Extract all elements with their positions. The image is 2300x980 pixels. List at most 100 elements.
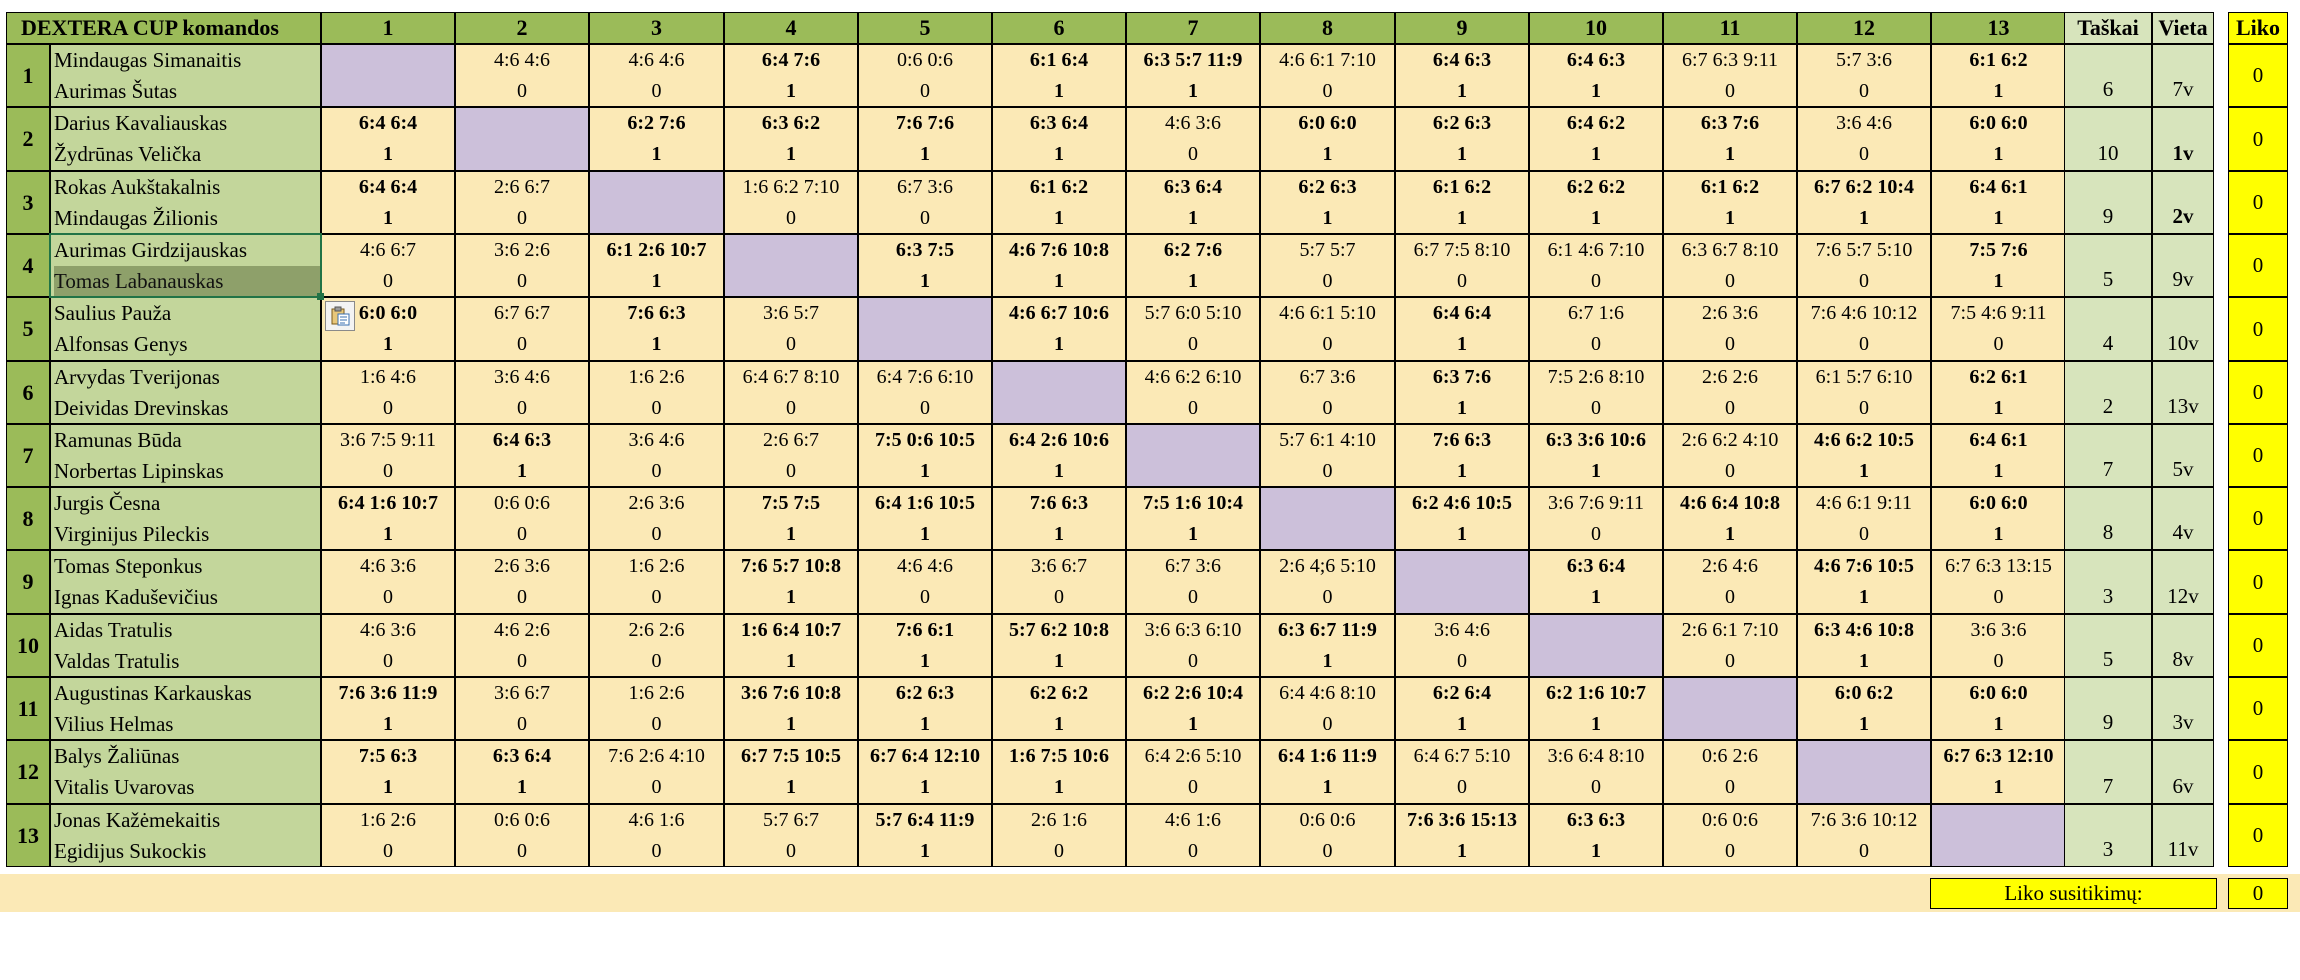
self-match-cell[interactable]	[1395, 550, 1529, 614]
column-header-13[interactable]: 13	[1931, 12, 2066, 44]
points-cell[interactable]: 7	[2064, 740, 2152, 804]
column-header-12[interactable]: 12	[1797, 12, 1931, 44]
row-number[interactable]: 12	[6, 740, 50, 804]
column-header-8[interactable]: 8	[1260, 12, 1395, 44]
team-names-cell[interactable]: Arvydas Tverijonas Deividas Drevinskas	[50, 361, 321, 424]
match-result-cell[interactable]: 6:1 2:6 10:7 1	[589, 234, 724, 297]
place-cell[interactable]: 11v	[2152, 804, 2214, 867]
match-result-cell[interactable]: 6:4 6:3 1	[455, 424, 589, 487]
match-result-cell[interactable]: 6:3 5:7 11:9 1	[1126, 44, 1260, 107]
header-title[interactable]: DEXTERA CUP komandos	[6, 12, 321, 44]
match-result-cell[interactable]: 6:4 1:6 10:7 1	[321, 487, 455, 550]
match-result-cell[interactable]: 2:6 2:6 0	[1663, 361, 1797, 424]
place-cell[interactable]: 2v	[2152, 171, 2214, 234]
match-result-cell[interactable]: 4:6 6:1 7:10 0	[1260, 44, 1395, 107]
match-result-cell[interactable]: 4:6 3:6 0	[321, 614, 455, 677]
match-result-cell[interactable]: 6:1 6:2 1	[1395, 171, 1529, 234]
match-result-cell[interactable]: 3:6 2:6 0	[455, 234, 589, 297]
place-cell[interactable]: 6v	[2152, 740, 2214, 804]
match-result-cell[interactable]: 1:6 2:6 0	[589, 361, 724, 424]
match-result-cell[interactable]: 4:6 4:6 0	[858, 550, 992, 614]
match-result-cell[interactable]: 0:6 0:6 0	[858, 44, 992, 107]
match-result-cell[interactable]: 6:4 6:4 1	[321, 107, 455, 171]
match-result-cell[interactable]: 6:2 6:1 1	[1931, 361, 2066, 424]
column-header-3[interactable]: 3	[589, 12, 724, 44]
row-number[interactable]: 6	[6, 361, 50, 424]
match-result-cell[interactable]: 6:4 1:6 11:9 1	[1260, 740, 1395, 804]
points-cell[interactable]: 3	[2064, 804, 2152, 867]
self-match-cell[interactable]	[321, 44, 455, 107]
remaining-matches-label[interactable]: Liko susitikimų:	[1930, 878, 2217, 909]
column-header-11[interactable]: 11	[1663, 12, 1797, 44]
row-number[interactable]: 5	[6, 297, 50, 361]
match-result-cell[interactable]: 3:6 7:6 9:11 0	[1529, 487, 1663, 550]
match-result-cell[interactable]: 4:6 4:6 0	[589, 44, 724, 107]
match-result-cell[interactable]: 5:7 3:6 0	[1797, 44, 1931, 107]
place-cell[interactable]: 12v	[2152, 550, 2214, 614]
row-number[interactable]: 4	[6, 234, 50, 297]
self-match-cell[interactable]	[455, 107, 589, 171]
left-cell[interactable]: 0	[2228, 424, 2288, 487]
match-result-cell[interactable]: 6:3 7:6 1	[1663, 107, 1797, 171]
team-names-cell[interactable]: Darius Kavaliauskas Žydrūnas Velička	[50, 107, 321, 171]
match-result-cell[interactable]: 6:1 6:4 1	[992, 44, 1126, 107]
match-result-cell[interactable]: 3:6 4:6 0	[589, 424, 724, 487]
match-result-cell[interactable]: 6:3 6:3 1	[1529, 804, 1663, 867]
left-cell[interactable]: 0	[2228, 804, 2288, 867]
match-result-cell[interactable]: 6:4 6:4 1	[321, 171, 455, 234]
match-result-cell[interactable]: 4:6 7:6 10:8 1	[992, 234, 1126, 297]
match-result-cell[interactable]: 4:6 1:6 0	[1126, 804, 1260, 867]
left-cell[interactable]: 0	[2228, 107, 2288, 171]
match-result-cell[interactable]: 1:6 2:6 0	[589, 677, 724, 740]
match-result-cell[interactable]: 7:6 6:1 1	[858, 614, 992, 677]
match-result-cell[interactable]: 6:1 6:2 1	[1663, 171, 1797, 234]
match-result-cell[interactable]: 6:4 1:6 10:5 1	[858, 487, 992, 550]
match-result-cell[interactable]: 6:3 6:4 1	[1126, 171, 1260, 234]
place-cell[interactable]: 5v	[2152, 424, 2214, 487]
match-result-cell[interactable]: 6:2 2:6 10:4 1	[1126, 677, 1260, 740]
match-result-cell[interactable]: 6:7 7:5 8:10 0	[1395, 234, 1529, 297]
left-cell[interactable]: 0	[2228, 234, 2288, 297]
match-result-cell[interactable]: 0:6 0:6 0	[1260, 804, 1395, 867]
match-result-cell[interactable]: 6:7 1:6 0	[1529, 297, 1663, 361]
match-result-cell[interactable]: 2:6 4:6 0	[1663, 550, 1797, 614]
team-names-cell[interactable]: Balys Žaliūnas Vitalis Uvarovas	[50, 740, 321, 804]
match-result-cell[interactable]: 2:6 4;6 5:10 0	[1260, 550, 1395, 614]
match-result-cell[interactable]: 7:6 6:3 1	[589, 297, 724, 361]
match-result-cell[interactable]: 5:7 6:4 11:9 1	[858, 804, 992, 867]
place-cell[interactable]: 7v	[2152, 44, 2214, 107]
team-names-cell[interactable]: Aidas Tratulis Valdas Tratulis	[50, 614, 321, 677]
points-cell[interactable]: 5	[2064, 614, 2152, 677]
match-result-cell[interactable]: 4:6 4:6 0	[455, 44, 589, 107]
team-names-cell[interactable]: Aurimas Girdzijauskas Tomas Labanauskas	[50, 234, 321, 297]
row-number[interactable]: 8	[6, 487, 50, 550]
match-result-cell[interactable]: 6:7 3:6 0	[1126, 550, 1260, 614]
match-result-cell[interactable]: 6:4 7:6 6:10 0	[858, 361, 992, 424]
points-cell[interactable]: 5	[2064, 234, 2152, 297]
column-header-5[interactable]: 5	[858, 12, 992, 44]
match-result-cell[interactable]: 6:7 6:2 10:4 1	[1797, 171, 1931, 234]
match-result-cell[interactable]: 6:2 1:6 10:7 1	[1529, 677, 1663, 740]
match-result-cell[interactable]: 6:2 4:6 10:5 1	[1395, 487, 1529, 550]
match-result-cell[interactable]: 5:7 5:7 0	[1260, 234, 1395, 297]
match-result-cell[interactable]: 6:2 6:4 1	[1395, 677, 1529, 740]
self-match-cell[interactable]	[992, 361, 1126, 424]
team-names-cell[interactable]: Mindaugas Simanaitis Aurimas Šutas	[50, 44, 321, 107]
match-result-cell[interactable]: 7:6 5:7 5:10 0	[1797, 234, 1931, 297]
match-result-cell[interactable]: 7:6 3:6 15:13 1	[1395, 804, 1529, 867]
self-match-cell[interactable]	[1529, 614, 1663, 677]
match-result-cell[interactable]: 4:6 6:4 10:8 1	[1663, 487, 1797, 550]
match-result-cell[interactable]: 6:3 6:2 1	[724, 107, 858, 171]
left-cell[interactable]: 0	[2228, 677, 2288, 740]
match-result-cell[interactable]: 6:4 6:3 1	[1529, 44, 1663, 107]
team-names-cell[interactable]: Ramunas Būda Norbertas Lipinskas	[50, 424, 321, 487]
match-result-cell[interactable]: 7:5 7:6 1	[1931, 234, 2066, 297]
match-result-cell[interactable]: 6:1 6:2 1	[1931, 44, 2066, 107]
match-result-cell[interactable]: 6:0 6:0 1	[1931, 107, 2066, 171]
left-cell[interactable]: 0	[2228, 487, 2288, 550]
match-result-cell[interactable]: 4:6 6:1 5:10 0	[1260, 297, 1395, 361]
match-result-cell[interactable]: 7:6 3:6 10:12 0	[1797, 804, 1931, 867]
self-match-cell[interactable]	[1931, 804, 2066, 867]
match-result-cell[interactable]: 6:4 6:7 5:10 0	[1395, 740, 1529, 804]
points-cell[interactable]: 2	[2064, 361, 2152, 424]
